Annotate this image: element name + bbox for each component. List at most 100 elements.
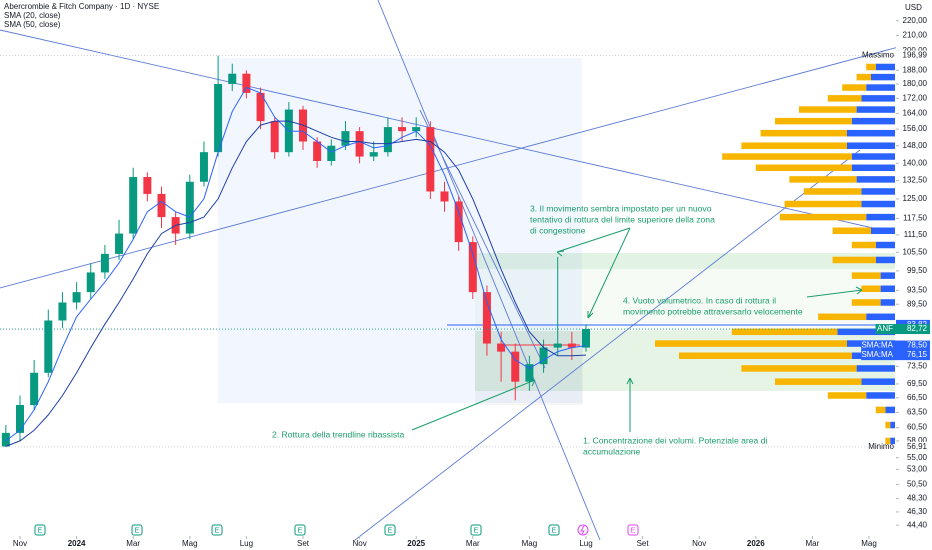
candle-body [327, 145, 336, 161]
candle-body [86, 272, 95, 293]
profile-outer [866, 63, 876, 71]
void-zone [475, 269, 895, 331]
candle-body [313, 141, 322, 161]
candle-body [270, 121, 279, 153]
event-marker [627, 524, 639, 536]
profile-outer [775, 117, 852, 125]
annotation: 4. Vuoto volumetrico. In caso di rottura… [623, 295, 776, 305]
x-tick-label: Mar [806, 539, 820, 548]
profile-outer [784, 200, 862, 208]
event-label: E [631, 527, 636, 534]
annotation: movimento potrebbe attraversarlo velocem… [623, 306, 803, 316]
arrow [626, 377, 634, 432]
x-tick-label: Lug [240, 539, 253, 548]
y-tick-label: 172,00 [903, 93, 928, 102]
profile-inner [861, 188, 895, 195]
event-marker [211, 524, 223, 536]
profile-inner [861, 378, 895, 385]
profile-inner [866, 84, 895, 91]
arrow [806, 286, 863, 298]
candle-body [341, 131, 350, 146]
y-tick-label: 73,50 [907, 361, 928, 370]
candle-body [398, 127, 407, 132]
y-tick-label: 156,00 [903, 124, 928, 133]
event-label: E [215, 527, 220, 534]
x-tick-label: Nov [352, 539, 366, 548]
price-axis [896, 0, 932, 550]
x-tick-label: Nov [13, 539, 27, 548]
profile-outer [775, 378, 862, 385]
price-tag-name-bg [861, 340, 896, 351]
y-tick-label: 117,50 [903, 214, 927, 223]
event-marker [470, 524, 482, 536]
y-tick-label: 99,50 [907, 266, 928, 275]
y-tick-label: 44,40 [907, 520, 928, 529]
y-tick-label: 50,50 [907, 480, 928, 489]
profile-inner [856, 365, 895, 372]
candle-body [129, 177, 138, 234]
y-tick-label: 180,00 [903, 79, 928, 88]
candle-body [454, 201, 463, 243]
profile-inner [880, 285, 895, 293]
price-tag [896, 350, 930, 361]
annotation: di congestione [530, 225, 586, 235]
profile-outer [818, 313, 867, 321]
dividend-marker [577, 524, 589, 536]
y-tick-label: 220,00 [903, 16, 928, 25]
candle-body [539, 347, 548, 365]
candle-body [157, 193, 166, 218]
event-marker [131, 524, 143, 536]
candle-body [214, 84, 223, 153]
annotation: accumulazione [583, 446, 641, 456]
extreme-name: Massimo [862, 51, 895, 60]
y-tick-label: 132,50 [903, 176, 928, 185]
x-tick-label: Mag [522, 539, 538, 548]
profile-inner [851, 164, 895, 172]
candle-body [72, 292, 81, 303]
event-label: E [474, 527, 479, 534]
y-tick-label: 48,30 [907, 494, 928, 503]
profile-inner [890, 421, 895, 429]
profile-inner [856, 106, 895, 113]
candle-body [468, 242, 477, 293]
trendline [354, 149, 861, 541]
profile-inner [837, 328, 895, 336]
candle-body [582, 329, 590, 348]
annotation: 1. Concentrazione dei volumi. Potenziale… [583, 435, 767, 445]
chart-title: Abercrombie & Fitch Company · 1D · NYSE [4, 2, 159, 11]
profile-inner [890, 437, 895, 445]
y-tick-label: 89,50 [907, 299, 928, 308]
x-tick-label: Mag [861, 539, 877, 548]
y-tick-label: 46,30 [907, 507, 928, 516]
candle-body [100, 253, 109, 273]
candle-body [369, 152, 378, 157]
y-tick-label: 55,00 [907, 453, 928, 462]
profile-outer [885, 437, 891, 445]
profile-inner [875, 63, 895, 71]
candle-body [553, 343, 562, 348]
profile-inner [871, 227, 895, 235]
price-tag-name-bg [861, 350, 896, 361]
candle-body [1, 432, 10, 447]
trendline [0, 37, 932, 289]
x-tick-label: 2025 [407, 539, 425, 548]
y-tick-label: 63,50 [907, 407, 928, 416]
profile-inner [847, 129, 895, 137]
profile-inner [866, 213, 895, 221]
profile-outer [851, 241, 876, 249]
x-tick-label: Mar [126, 539, 140, 548]
candle-body [242, 73, 251, 93]
extreme-label: 56,91 [907, 442, 928, 451]
profile-inner [866, 392, 895, 399]
profile-outer [861, 285, 881, 293]
candle-body [440, 191, 449, 202]
extreme-label: 196,99 [903, 51, 928, 60]
extreme-tag [896, 50, 932, 61]
y-tick-label: 60,50 [907, 423, 928, 432]
annotation: 2. Rottura della trendline ribassista [272, 429, 405, 439]
profile-inner [871, 73, 895, 81]
event-marker [34, 524, 46, 536]
candle-body [115, 233, 124, 254]
x-tick-label: Set [637, 539, 650, 548]
